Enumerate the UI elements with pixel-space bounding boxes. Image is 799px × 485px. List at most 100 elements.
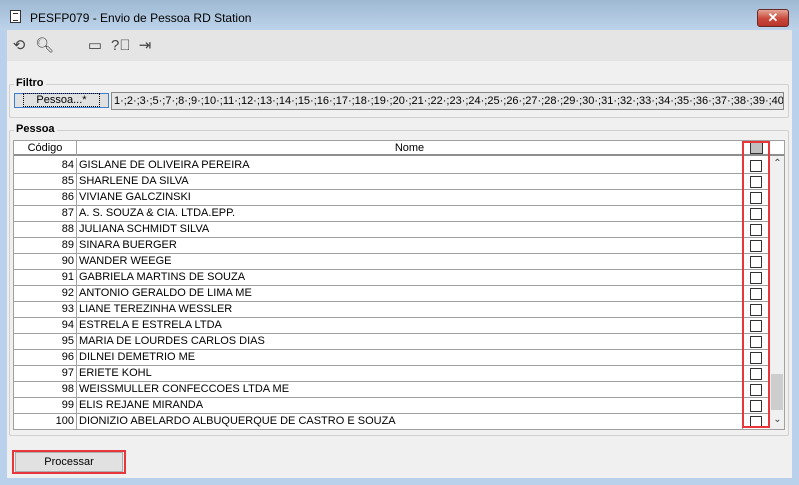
- table-row[interactable]: 84 GISLANE DE OLIVEIRA PEREIRA: [14, 158, 769, 174]
- cell-select: [743, 206, 769, 222]
- exit-icon[interactable]: ⇥: [138, 37, 152, 54]
- row-checkbox[interactable]: [750, 208, 762, 220]
- table-row[interactable]: 86 VIVIANE GALCZINSKI: [14, 190, 769, 206]
- cell-codigo: 98: [14, 382, 77, 398]
- row-checkbox[interactable]: [750, 352, 762, 364]
- cell-nome: A. S. SOUZA & CIA. LTDA.EPP.: [77, 206, 743, 222]
- pessoa-filter-button[interactable]: Pessoa...*: [14, 93, 109, 108]
- cell-codigo: 84: [14, 158, 77, 174]
- cell-select: [743, 398, 769, 414]
- row-checkbox[interactable]: [750, 320, 762, 332]
- cell-select: [743, 238, 769, 254]
- table-row[interactable]: 95 MARIA DE LOURDES CARLOS DIAS: [14, 334, 769, 350]
- filtro-label: Filtro: [14, 77, 46, 89]
- table-row[interactable]: 89 SINARA BUERGER: [14, 238, 769, 254]
- row-checkbox[interactable]: [750, 192, 762, 204]
- row-checkbox[interactable]: [750, 272, 762, 284]
- calendar-icon[interactable]: ▭: [87, 37, 103, 54]
- cell-codigo: 87: [14, 206, 77, 222]
- cell-select: [743, 382, 769, 398]
- pessoa-filter-field[interactable]: 1·;2·;3·;5·;7·;8·;9·;10·;11·;12·;13·;14·…: [111, 92, 784, 110]
- title-bar: PESFP079 - Envio de Pessoa RD Station ✕: [0, 0, 799, 30]
- row-checkbox[interactable]: [750, 224, 762, 236]
- cell-codigo: 91: [14, 270, 77, 286]
- scroll-thumb[interactable]: [771, 374, 783, 410]
- table-row[interactable]: 97 ERIETE KOHL: [14, 366, 769, 382]
- row-checkbox[interactable]: [750, 288, 762, 300]
- pessoa-group: Pessoa: [9, 123, 789, 436]
- table-row[interactable]: 87 A. S. SOUZA & CIA. LTDA.EPP.: [14, 206, 769, 222]
- vertical-scrollbar[interactable]: ⌃ ⌄: [769, 156, 784, 429]
- row-checkbox[interactable]: [750, 368, 762, 380]
- cell-codigo: 86: [14, 190, 77, 206]
- cell-select: [743, 334, 769, 350]
- cell-codigo: 89: [14, 238, 77, 254]
- cell-nome: WANDER WEEGE: [77, 254, 743, 270]
- row-checkbox[interactable]: [750, 400, 762, 412]
- cell-codigo: 95: [14, 334, 77, 350]
- table-row[interactable]: 94 ESTRELA E ESTRELA LTDA: [14, 318, 769, 334]
- client-area: ⟲ 🔍︎ ▭ ?⃝ ⇥ Filtro Pessoa...* 1·;2·;3·;5…: [7, 30, 792, 478]
- cell-codigo: 88: [14, 222, 77, 238]
- row-checkbox[interactable]: [750, 384, 762, 396]
- table-row[interactable]: 90 WANDER WEEGE: [14, 254, 769, 270]
- cell-nome: DILNEI DEMETRIO ME: [77, 350, 743, 366]
- scroll-up-icon[interactable]: ⌃: [773, 158, 782, 169]
- cell-codigo: 93: [14, 302, 77, 318]
- row-checkbox[interactable]: [750, 160, 762, 172]
- cell-select: [743, 222, 769, 238]
- table-row[interactable]: 92 ANTONIO GERALDO DE LIMA ME: [14, 286, 769, 302]
- search-icon[interactable]: 🔍︎: [35, 37, 55, 54]
- table-row[interactable]: 88 JULIANA SCHMIDT SILVA: [14, 222, 769, 238]
- table-row[interactable]: 96 DILNEI DEMETRIO ME: [14, 350, 769, 366]
- cell-nome: ELIS REJANE MIRANDA: [77, 398, 743, 414]
- cell-codigo: 92: [14, 286, 77, 302]
- cell-codigo: 100: [14, 414, 77, 429]
- cell-codigo: 99: [14, 398, 77, 414]
- processar-button[interactable]: Processar: [15, 452, 123, 472]
- table-row[interactable]: 93 LIANE TEREZINHA WESSLER: [14, 302, 769, 318]
- row-checkbox[interactable]: [750, 256, 762, 268]
- cell-codigo: 90: [14, 254, 77, 270]
- cell-select: [743, 302, 769, 318]
- row-checkbox[interactable]: [750, 240, 762, 252]
- processar-highlight: [12, 450, 126, 474]
- cell-nome: ESTRELA E ESTRELA LTDA: [77, 318, 743, 334]
- table-row[interactable]: 100 DIONIZIO ABELARDO ALBUQUERQUE DE CAST…: [14, 414, 769, 429]
- toolbar: ⟲ 🔍︎ ▭ ?⃝ ⇥: [7, 30, 792, 61]
- table-row[interactable]: 85 SHARLENE DA SILVA: [14, 174, 769, 190]
- cell-nome: DIONIZIO ABELARDO ALBUQUERQUE DE CASTRO …: [77, 414, 743, 429]
- undo-icon[interactable]: ⟲: [12, 37, 26, 54]
- cell-select: [743, 174, 769, 190]
- column-header-codigo[interactable]: Código: [14, 141, 77, 156]
- cell-select: [743, 158, 769, 174]
- cell-codigo: 85: [14, 174, 77, 190]
- cell-codigo: 97: [14, 366, 77, 382]
- grid-header: Código Nome: [14, 141, 784, 156]
- cell-nome: ERIETE KOHL: [77, 366, 743, 382]
- row-checkbox[interactable]: [750, 336, 762, 348]
- help-icon[interactable]: ?⃝: [111, 37, 131, 54]
- cell-select: [743, 350, 769, 366]
- cell-select: [743, 366, 769, 382]
- table-row[interactable]: 98 WEISSMULLER CONFECCOES LTDA ME: [14, 382, 769, 398]
- cell-select: [743, 286, 769, 302]
- cell-select: [743, 190, 769, 206]
- table-row[interactable]: 91 GABRIELA MARTINS DE SOUZA: [14, 270, 769, 286]
- filtro-group: Filtro: [9, 77, 789, 118]
- column-header-nome[interactable]: Nome: [77, 141, 743, 156]
- cell-nome: SINARA BUERGER: [77, 238, 743, 254]
- cell-codigo: 96: [14, 350, 77, 366]
- row-checkbox[interactable]: [750, 176, 762, 188]
- close-button[interactable]: ✕: [757, 9, 789, 27]
- cell-nome: GABRIELA MARTINS DE SOUZA: [77, 270, 743, 286]
- document-icon: [10, 10, 21, 23]
- cell-select: [743, 254, 769, 270]
- checkbox-column-highlight: [742, 141, 770, 428]
- scroll-down-icon[interactable]: ⌄: [773, 414, 782, 425]
- cell-nome: ANTONIO GERALDO DE LIMA ME: [77, 286, 743, 302]
- cell-select: [743, 318, 769, 334]
- row-checkbox[interactable]: [750, 304, 762, 316]
- cell-select: [743, 270, 769, 286]
- table-row[interactable]: 99 ELIS REJANE MIRANDA: [14, 398, 769, 414]
